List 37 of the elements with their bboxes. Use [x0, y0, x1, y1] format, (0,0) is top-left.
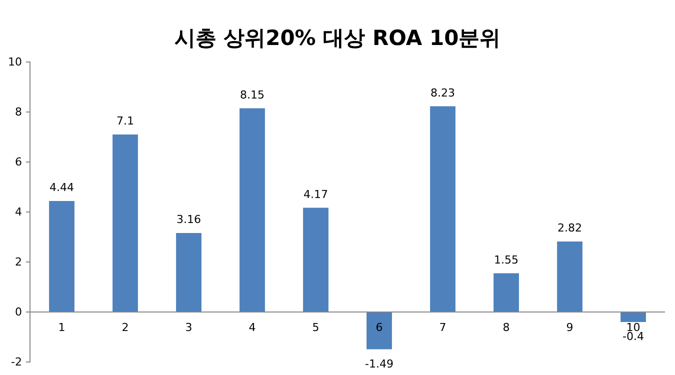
data-label: -0.4 [622, 330, 644, 343]
data-label: 7.1 [116, 114, 134, 128]
x-tick-label: 1 [58, 321, 66, 334]
data-label: 2.82 [558, 222, 582, 234]
y-tick-label: 4 [15, 206, 22, 219]
x-tick-label: 7 [439, 321, 446, 334]
y-tick-label: 6 [15, 156, 22, 169]
data-label: 8.15 [240, 88, 264, 102]
data-label: 4.17 [304, 188, 328, 201]
bar [49, 201, 74, 312]
data-label: 8.23 [430, 86, 455, 100]
data-label: -1.49 [365, 357, 394, 370]
y-tick-label: 10 [8, 56, 22, 69]
bar [303, 208, 328, 312]
x-tick-label: 6 [376, 321, 383, 334]
x-tick-label: 2 [122, 321, 129, 334]
bar [176, 233, 202, 312]
y-tick-label: 2 [15, 256, 22, 269]
bar [557, 242, 582, 312]
y-tick-label: 0 [15, 306, 22, 319]
bar [112, 134, 138, 312]
data-label: 1.55 [494, 253, 518, 266]
x-tick-label: 4 [248, 321, 256, 334]
x-tick-label: 5 [312, 321, 320, 334]
bar [240, 108, 265, 312]
bar [620, 312, 646, 322]
data-label: 3.16 [176, 213, 201, 226]
data-label: 4.44 [50, 181, 74, 194]
y-tick-label: 8 [15, 106, 22, 119]
bar [430, 106, 456, 312]
bar [366, 312, 392, 350]
y-tick-label: -2 [11, 356, 22, 369]
x-tick-label: 3 [185, 321, 192, 334]
x-tick-label: 9 [566, 321, 574, 334]
x-tick-label: 8 [502, 321, 510, 334]
chart-title: 시총 상위20% 대상 ROA 10분위 [174, 26, 501, 50]
bar [494, 273, 519, 312]
